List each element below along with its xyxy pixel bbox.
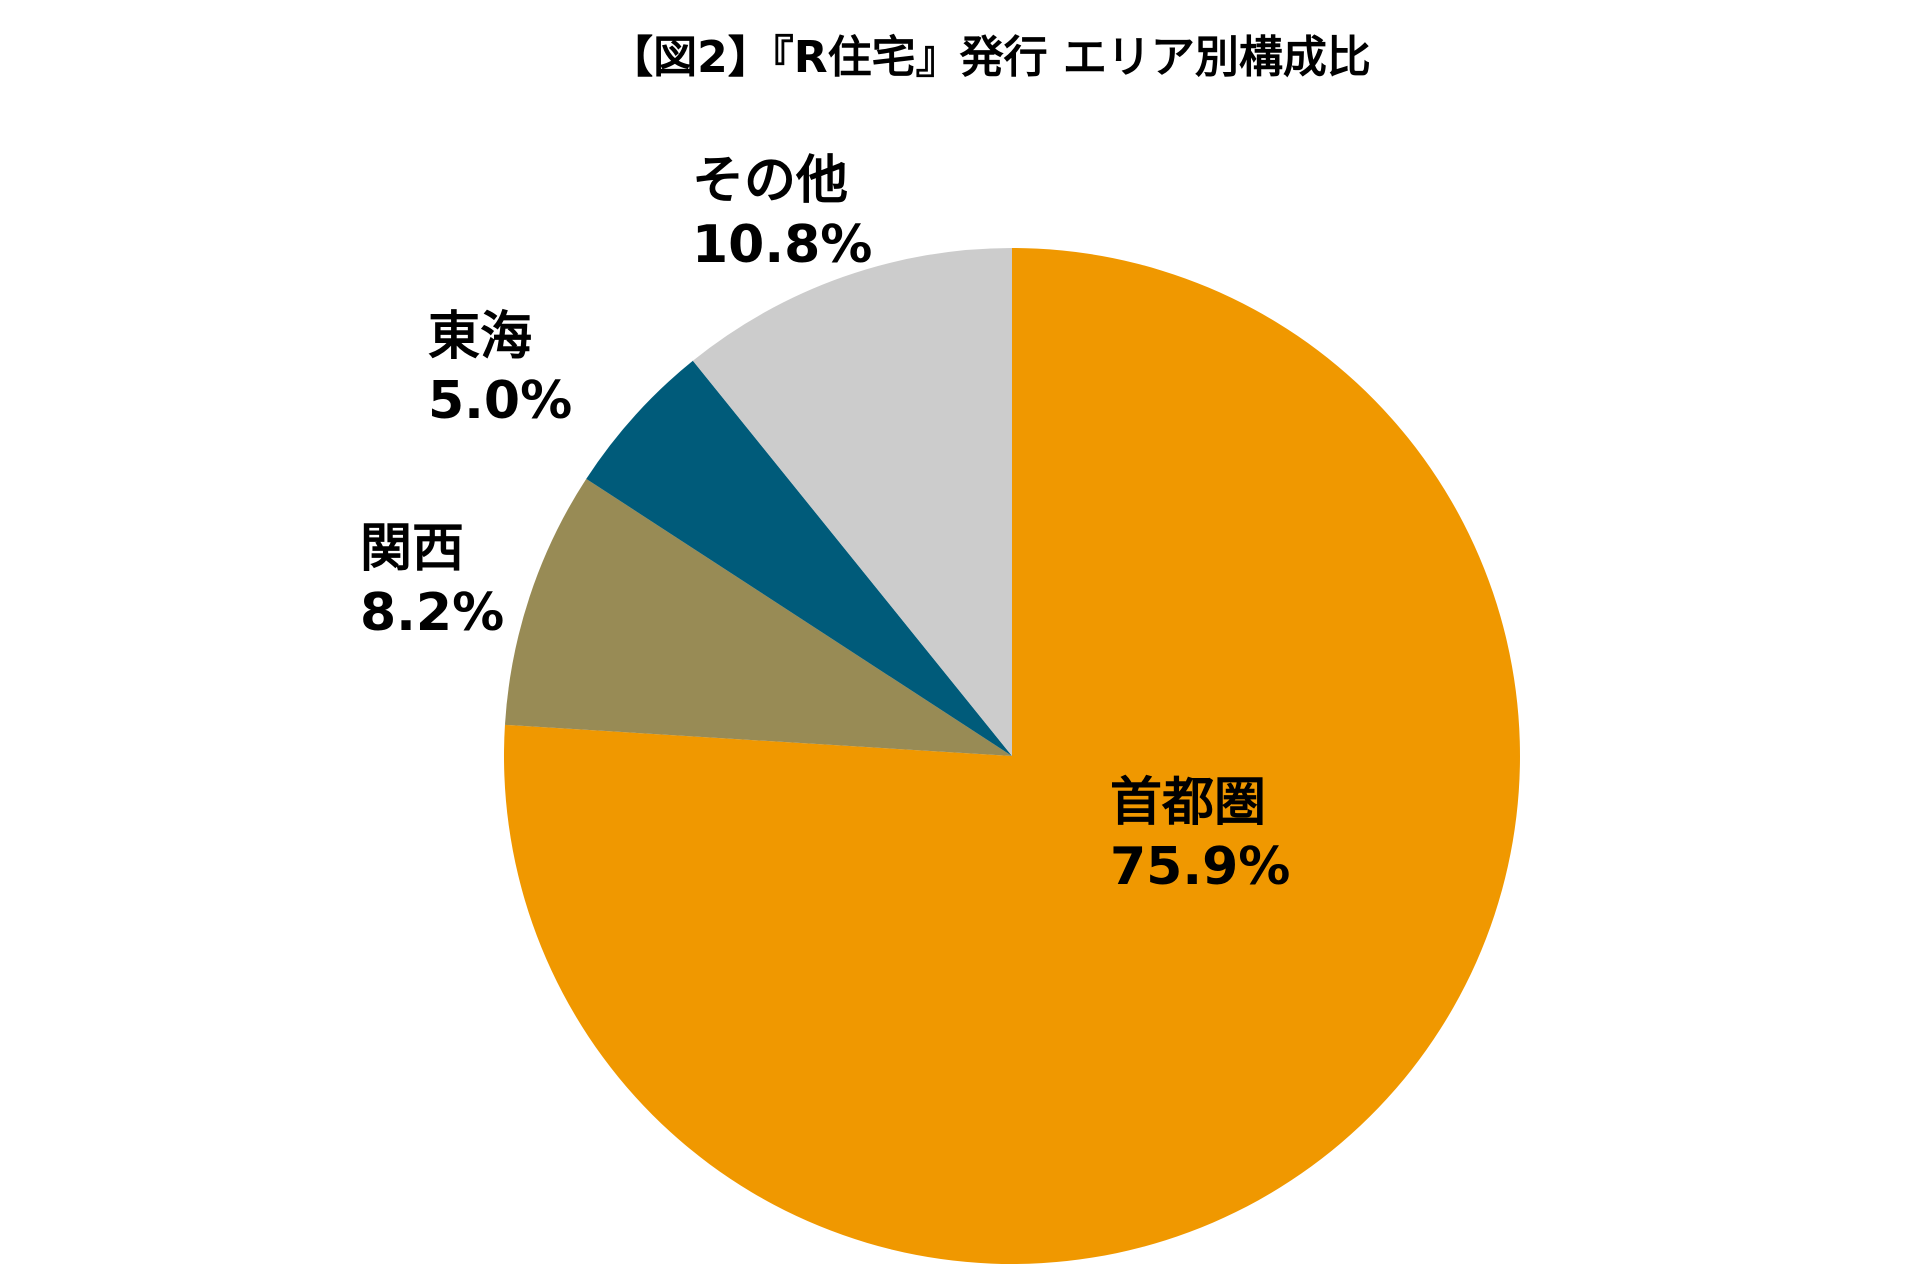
pie-labels: 首都圏 75.9% 関西 8.2% 東海 5.0% その他 10.8%: [360, 151, 1290, 897]
slice-label-1: 首都圏 75.9%: [1110, 773, 1290, 897]
pie-slice-3: [586, 360, 1012, 756]
slice-value-1: 75.9%: [1110, 837, 1290, 897]
slice-value-4: 10.8%: [692, 215, 872, 275]
slice-value-2: 8.2%: [360, 583, 504, 643]
slice-name-3: 東海: [428, 307, 532, 367]
slice-label-3: 東海 5.0%: [428, 307, 572, 431]
slice-label-4: その他 10.8%: [692, 151, 872, 275]
slice-name-1: 首都圏: [1110, 773, 1266, 833]
pie-slice-1: [503, 248, 1520, 1264]
slice-value-3: 5.0%: [428, 371, 572, 431]
pie-slices: [503, 248, 1520, 1264]
chart-title: 【図2】『R住宅』発行 エリア別構成比: [609, 32, 1371, 83]
slice-name-4: その他: [692, 151, 848, 211]
slice-label-2: 関西 8.2%: [360, 519, 504, 643]
slice-name-2: 関西: [360, 519, 464, 579]
pie-slice-4: [692, 248, 1012, 756]
pie-slice-2: [504, 478, 1012, 756]
